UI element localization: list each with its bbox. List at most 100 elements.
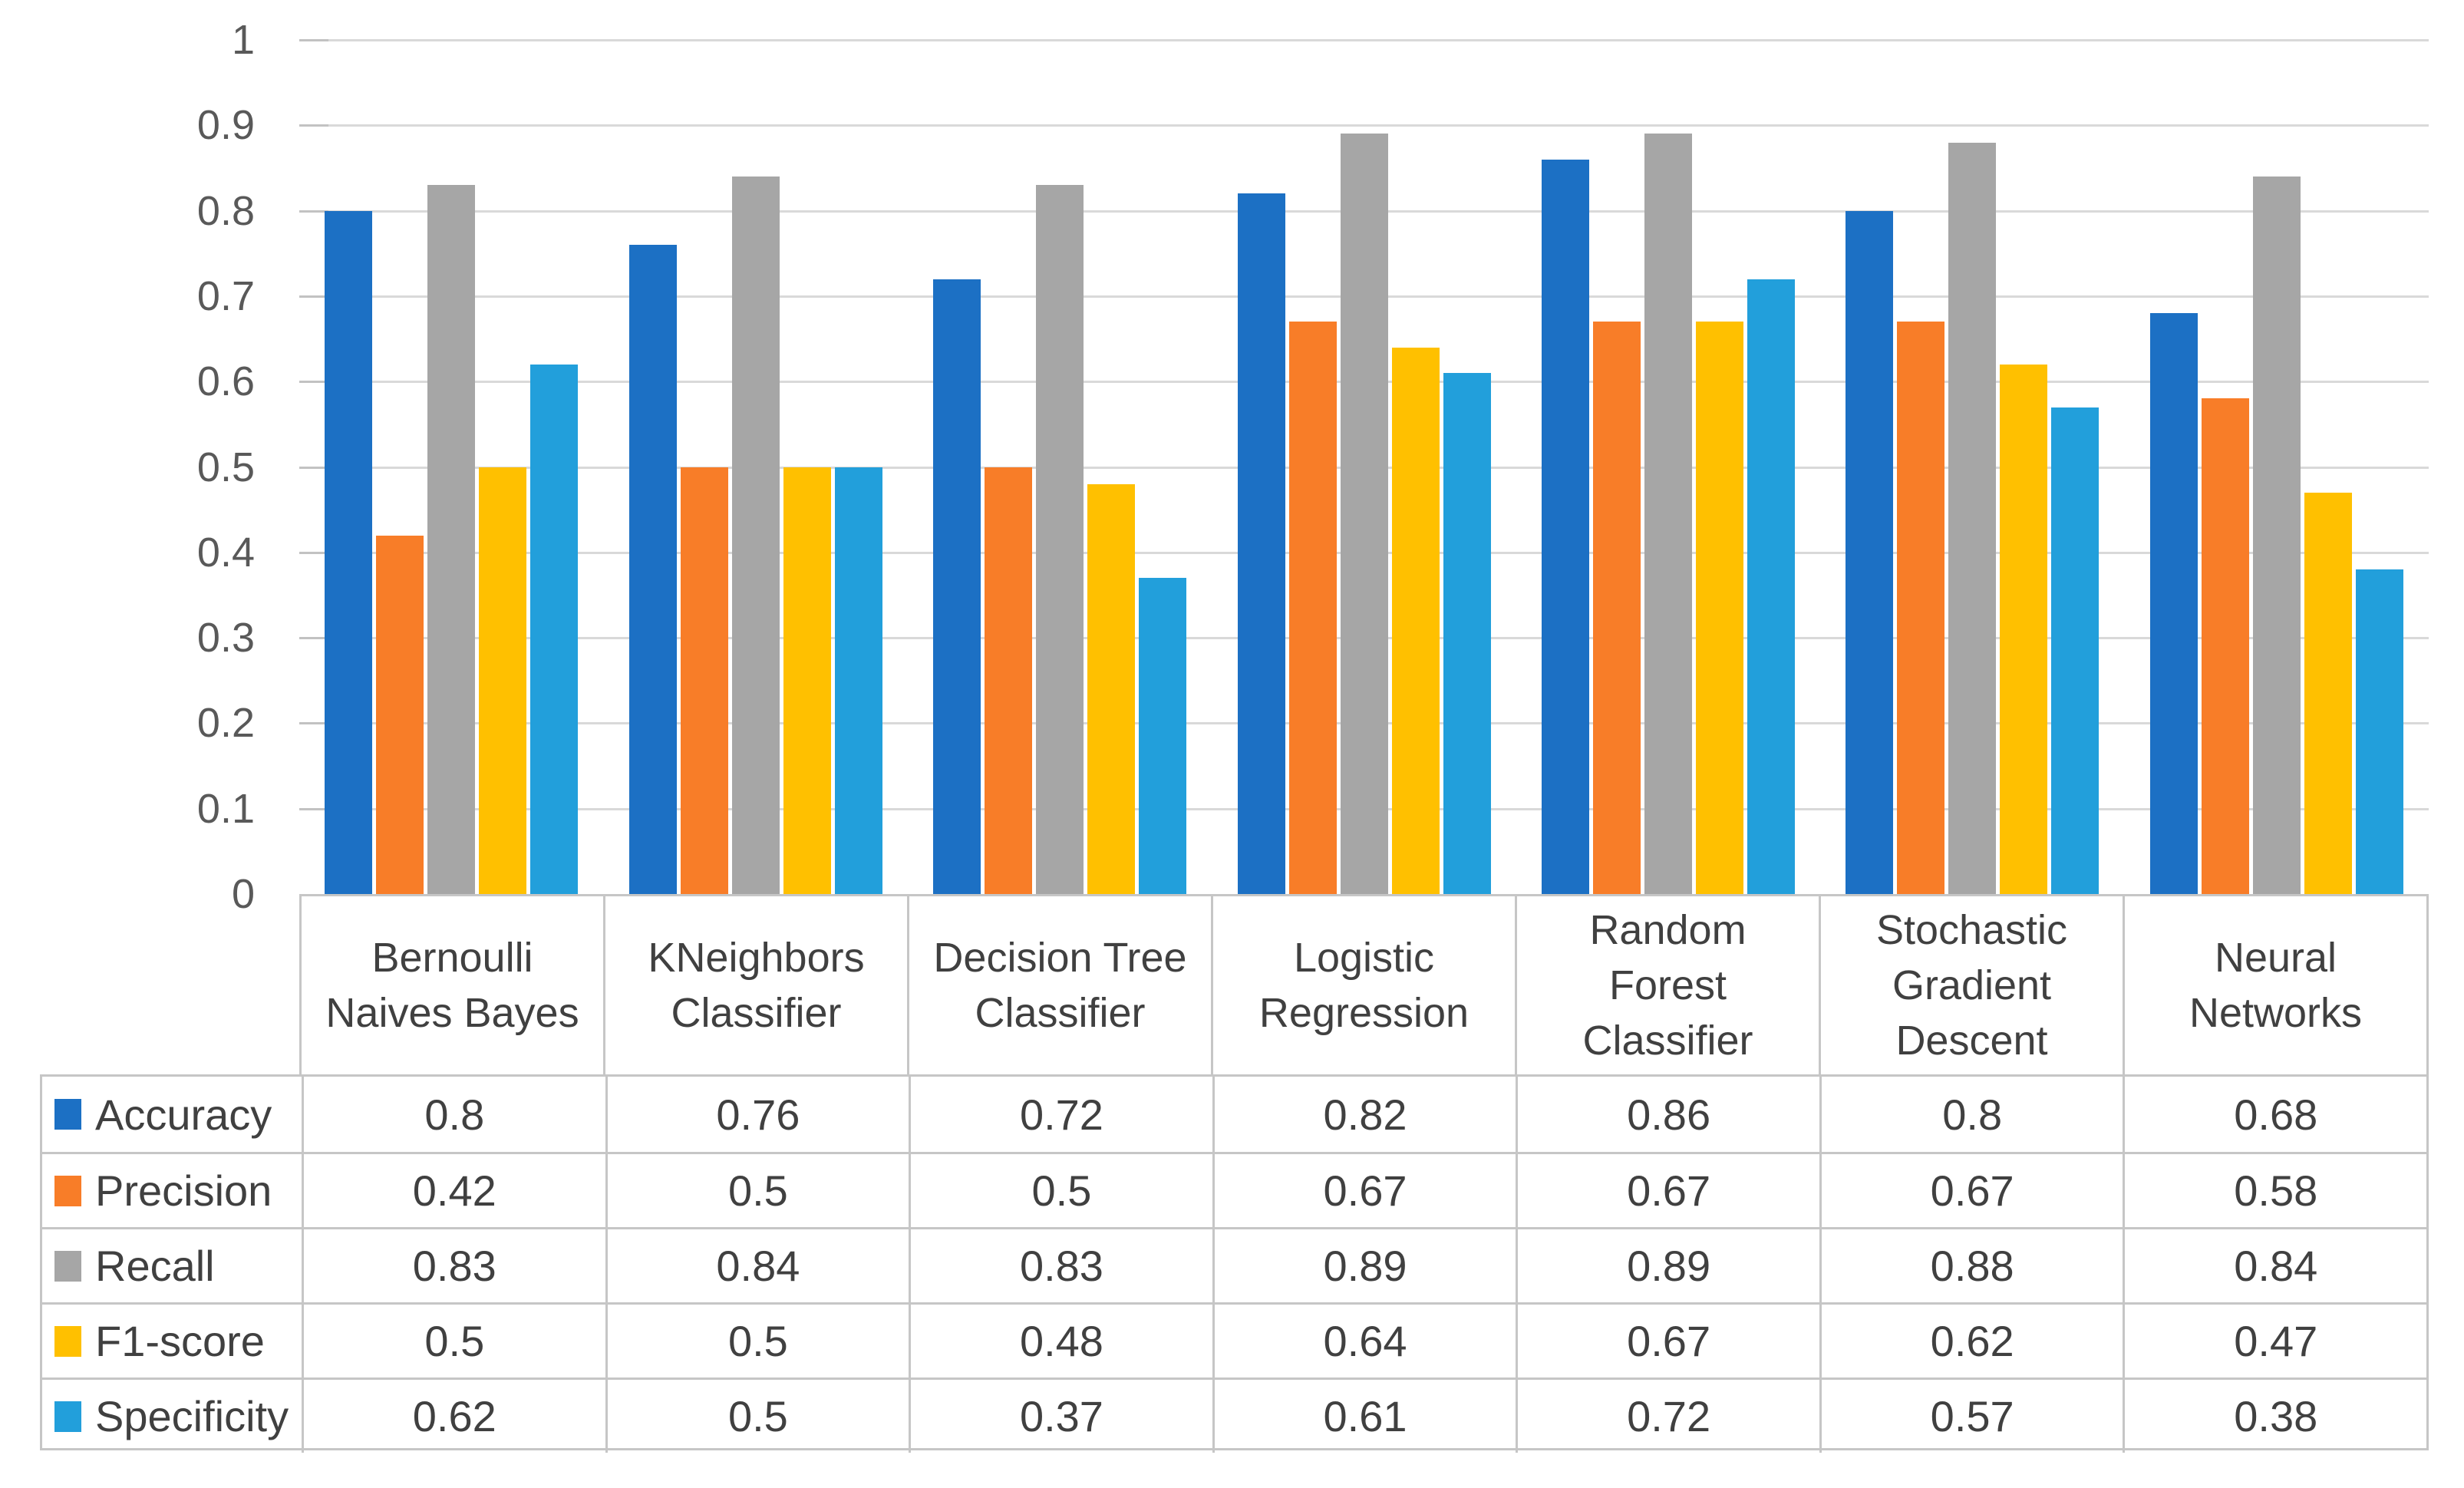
legend-cell-specificity: Specificity [42,1380,302,1453]
bar-accuracy-stochastic-gradient-descent[interactable] [1846,210,1894,894]
bar-precision-logistic-regression[interactable] [1288,322,1337,894]
category-header-decision-tree-classifier: Decision Tree Classifier [907,896,1211,1074]
value-f1-score-logistic-regression: 0.64 [1212,1305,1516,1377]
y-axis-tick-label: 0.7 [196,272,255,319]
bar-f1-score-neural-networks[interactable] [2304,492,2352,894]
y-axis-tick-label: 0.5 [196,444,255,490]
bar-recall-random-forest-classifier[interactable] [1644,134,1692,894]
bar-accuracy-kneighbors-classifier[interactable] [628,245,677,894]
bar-precision-neural-networks[interactable] [2201,398,2249,894]
y-axis-tick-label: 0.4 [196,529,255,576]
gridline [299,39,2429,41]
bar-recall-decision-tree-classifier[interactable] [1036,185,1084,894]
bar-precision-decision-tree-classifier[interactable] [985,467,1033,894]
legend-swatch-precision [54,1175,81,1206]
legend-cell-recall: Recall [42,1229,302,1302]
series-label: Specificity [95,1392,289,1440]
bar-recall-logistic-regression[interactable] [1340,134,1388,894]
value-precision-logistic-regression: 0.67 [1212,1154,1516,1227]
table-row-recall: Recall 0.83 0.84 0.83 0.89 0.89 0.88 0.84 [42,1227,2426,1302]
value-specificity-neural-networks: 0.38 [2123,1380,2426,1453]
data-table-body: Accuracy 0.8 0.76 0.72 0.82 0.86 0.8 0.68 Precis… [40,1074,2429,1453]
value-specificity-kneighbors-classifier: 0.5 [605,1380,909,1453]
bar-accuracy-logistic-regression[interactable] [1237,193,1285,894]
bar-precision-kneighbors-classifier[interactable] [680,467,728,894]
y-axis-tick-label: 0 [231,871,255,917]
category-header-row: Bernoulli Naives Bayes KNeighbors Classif… [299,894,2429,1074]
value-accuracy-stochastic-gradient-descent: 0.8 [1819,1077,2123,1152]
bar-accuracy-random-forest-classifier[interactable] [1541,159,1589,894]
bar-f1-score-random-forest-classifier[interactable] [1695,322,1743,894]
value-precision-stochastic-gradient-descent: 0.67 [1819,1154,2123,1227]
value-specificity-bernoulli-naives-bayes: 0.62 [302,1380,605,1453]
value-f1-score-decision-tree-classifier: 0.48 [909,1305,1212,1377]
y-axis-tick [299,807,328,810]
value-recall-neural-networks: 0.84 [2123,1229,2426,1302]
bar-specificity-random-forest-classifier[interactable] [1747,279,1795,894]
series-label: Precision [95,1166,272,1215]
legend-cell-f1-score: F1-score [42,1305,302,1377]
category-header-neural-networks: Neural Networks [2123,896,2426,1074]
bar-recall-stochastic-gradient-descent[interactable] [1948,142,1997,894]
y-axis-tick-label: 0.3 [196,615,255,662]
value-specificity-logistic-regression: 0.61 [1212,1380,1516,1453]
table-row-accuracy: Accuracy 0.8 0.76 0.72 0.82 0.86 0.8 0.68 [42,1077,2426,1152]
legend-swatch-recall [54,1250,81,1282]
value-accuracy-neural-networks: 0.68 [2123,1077,2426,1152]
y-axis-tick [299,210,328,213]
value-specificity-random-forest-classifier: 0.72 [1516,1380,1819,1453]
value-precision-kneighbors-classifier: 0.5 [605,1154,909,1227]
bar-accuracy-decision-tree-classifier[interactable] [933,279,981,894]
bar-precision-random-forest-classifier[interactable] [1592,322,1641,894]
y-axis-tick-label: 1 [231,17,255,63]
value-recall-kneighbors-classifier: 0.84 [605,1229,909,1302]
bar-specificity-decision-tree-classifier[interactable] [1139,578,1187,894]
bar-f1-score-kneighbors-classifier[interactable] [783,467,831,894]
y-axis-tick [299,466,328,469]
y-axis-tick [299,381,328,384]
value-accuracy-logistic-regression: 0.82 [1212,1077,1516,1152]
bar-recall-bernoulli-naives-bayes[interactable] [427,185,476,894]
value-accuracy-kneighbors-classifier: 0.76 [605,1077,909,1152]
y-axis-tick [299,637,328,640]
bar-accuracy-bernoulli-naives-bayes[interactable] [325,210,373,894]
bar-accuracy-neural-networks[interactable] [2149,313,2198,894]
bar-specificity-neural-networks[interactable] [2355,569,2403,894]
bar-f1-score-stochastic-gradient-descent[interactable] [2000,364,2048,894]
table-row-precision: Precision 0.42 0.5 0.5 0.67 0.67 0.67 0.58 [42,1152,2426,1227]
series-label: Accuracy [95,1090,272,1139]
value-precision-bernoulli-naives-bayes: 0.42 [302,1154,605,1227]
value-recall-bernoulli-naives-bayes: 0.83 [302,1229,605,1302]
legend-cell-accuracy: Accuracy [42,1077,302,1152]
bar-precision-stochastic-gradient-descent[interactable] [1897,322,1945,894]
value-f1-score-stochastic-gradient-descent: 0.62 [1819,1305,2123,1377]
y-axis-tick [299,295,328,298]
bar-recall-kneighbors-classifier[interactable] [731,177,780,894]
bar-recall-neural-networks[interactable] [2252,177,2301,894]
bar-f1-score-logistic-regression[interactable] [1391,347,1440,894]
table-row-f1-score: F1-score 0.5 0.5 0.48 0.64 0.67 0.62 0.47 [42,1302,2426,1377]
bar-specificity-kneighbors-classifier[interactable] [834,467,882,894]
y-axis-tick [299,551,328,554]
bar-precision-bernoulli-naives-bayes[interactable] [376,535,424,894]
y-axis-tick [299,722,328,725]
legend-cell-precision: Precision [42,1154,302,1227]
bar-specificity-logistic-regression[interactable] [1443,373,1491,894]
value-precision-random-forest-classifier: 0.67 [1516,1154,1819,1227]
legend-swatch-accuracy [54,1099,81,1130]
value-accuracy-random-forest-classifier: 0.86 [1516,1077,1819,1152]
value-recall-logistic-regression: 0.89 [1212,1229,1516,1302]
value-specificity-stochastic-gradient-descent: 0.57 [1819,1380,2123,1453]
bar-f1-score-bernoulli-naives-bayes[interactable] [479,467,527,894]
value-f1-score-bernoulli-naives-bayes: 0.5 [302,1305,605,1377]
y-axis-tick [299,39,328,41]
category-header-random-forest-classifier: Random Forest Classifier [1515,896,1819,1074]
bar-f1-score-decision-tree-classifier[interactable] [1087,483,1136,894]
category-header-stochastic-gradient-descent: Stochastic Gradient Descent [1819,896,2123,1074]
bar-specificity-bernoulli-naives-bayes[interactable] [530,364,579,894]
bar-specificity-stochastic-gradient-descent[interactable] [2051,407,2100,894]
table-row-specificity: Specificity 0.62 0.5 0.37 0.61 0.72 0.57 0.38 [42,1377,2426,1453]
category-header-logistic-regression: Logistic Regression [1211,896,1515,1074]
value-f1-score-neural-networks: 0.47 [2123,1305,2426,1377]
